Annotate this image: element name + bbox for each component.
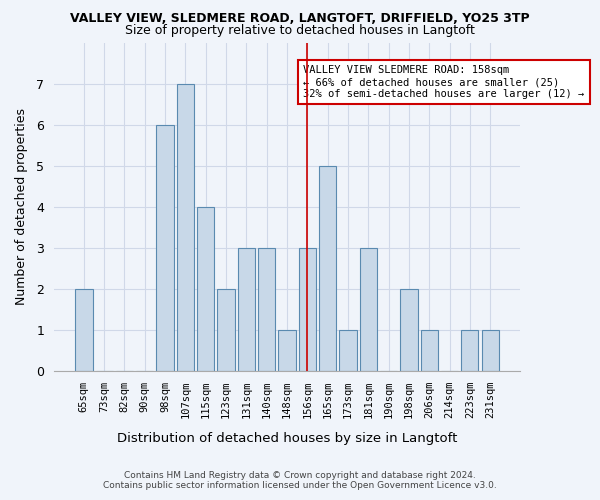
Bar [197, 206, 214, 371]
Bar [340, 330, 356, 371]
Bar [238, 248, 255, 371]
Bar [217, 289, 235, 371]
Bar [299, 248, 316, 371]
Text: VALLEY VIEW SLEDMERE ROAD: 158sqm
← 66% of detached houses are smaller (25)
32% : VALLEY VIEW SLEDMERE ROAD: 158sqm ← 66% … [304, 66, 584, 98]
Bar [278, 330, 296, 371]
Bar [157, 124, 174, 371]
Bar [421, 330, 438, 371]
Bar [482, 330, 499, 371]
Bar [258, 248, 275, 371]
Bar [359, 248, 377, 371]
Bar [177, 84, 194, 371]
Y-axis label: Number of detached properties: Number of detached properties [15, 108, 28, 305]
Text: VALLEY VIEW, SLEDMERE ROAD, LANGTOFT, DRIFFIELD, YO25 3TP: VALLEY VIEW, SLEDMERE ROAD, LANGTOFT, DR… [70, 12, 530, 26]
Bar [400, 289, 418, 371]
Bar [75, 289, 92, 371]
Text: Contains HM Land Registry data © Crown copyright and database right 2024.
Contai: Contains HM Land Registry data © Crown c… [103, 470, 497, 490]
Bar [461, 330, 478, 371]
Bar [319, 166, 336, 371]
Text: Size of property relative to detached houses in Langtoft: Size of property relative to detached ho… [125, 24, 475, 37]
X-axis label: Distribution of detached houses by size in Langtoft: Distribution of detached houses by size … [117, 432, 457, 445]
